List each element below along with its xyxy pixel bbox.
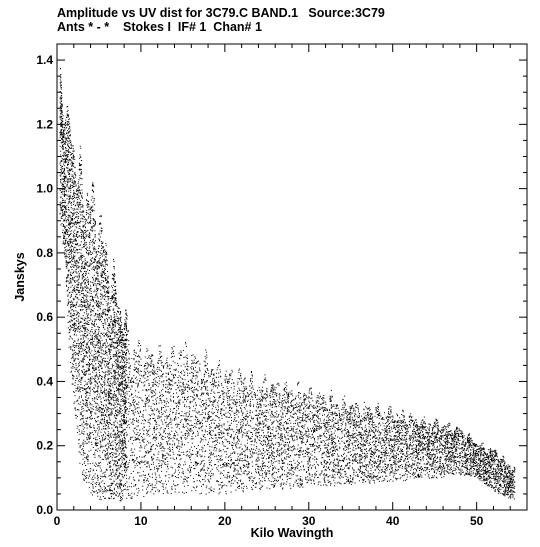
chart-subtitle: Ants * - * Stokes I IF# 1 Chan# 1 <box>57 20 262 34</box>
axis-ticks <box>56 44 527 511</box>
x-tick-label: 20 <box>218 514 232 528</box>
x-tick-label: 10 <box>134 514 148 528</box>
y-tick-label: 0.2 <box>36 439 53 453</box>
y-tick-label: 1.0 <box>36 182 53 196</box>
y-tick-label: 0.8 <box>36 246 53 260</box>
x-tick-label: 0 <box>54 514 61 528</box>
y-tick-label: 0.4 <box>36 374 53 388</box>
x-tick-label: 30 <box>302 514 316 528</box>
y-tick-label: 0.6 <box>36 310 53 324</box>
data-points <box>59 67 516 502</box>
y-tick-label: 1.4 <box>36 53 53 67</box>
x-tick-label: 40 <box>386 514 400 528</box>
plot-frame <box>56 43 528 511</box>
y-tick-label: 1.2 <box>36 117 53 131</box>
y-axis-label: Janskys <box>13 252 27 301</box>
x-axis-label: Kilo Wavingth <box>251 526 334 540</box>
scatter-points <box>59 67 516 502</box>
tick-labels: 0 10 20 30 40 50 0.0 0.2 0.4 0.6 0.8 1.0 1.2 1.4 <box>36 53 483 528</box>
chart-title: Amplitude vs UV dist for 3C79.C BAND.1 S… <box>57 6 385 20</box>
y-tick-label: 0.0 <box>36 503 53 517</box>
x-tick-label: 50 <box>470 514 484 528</box>
